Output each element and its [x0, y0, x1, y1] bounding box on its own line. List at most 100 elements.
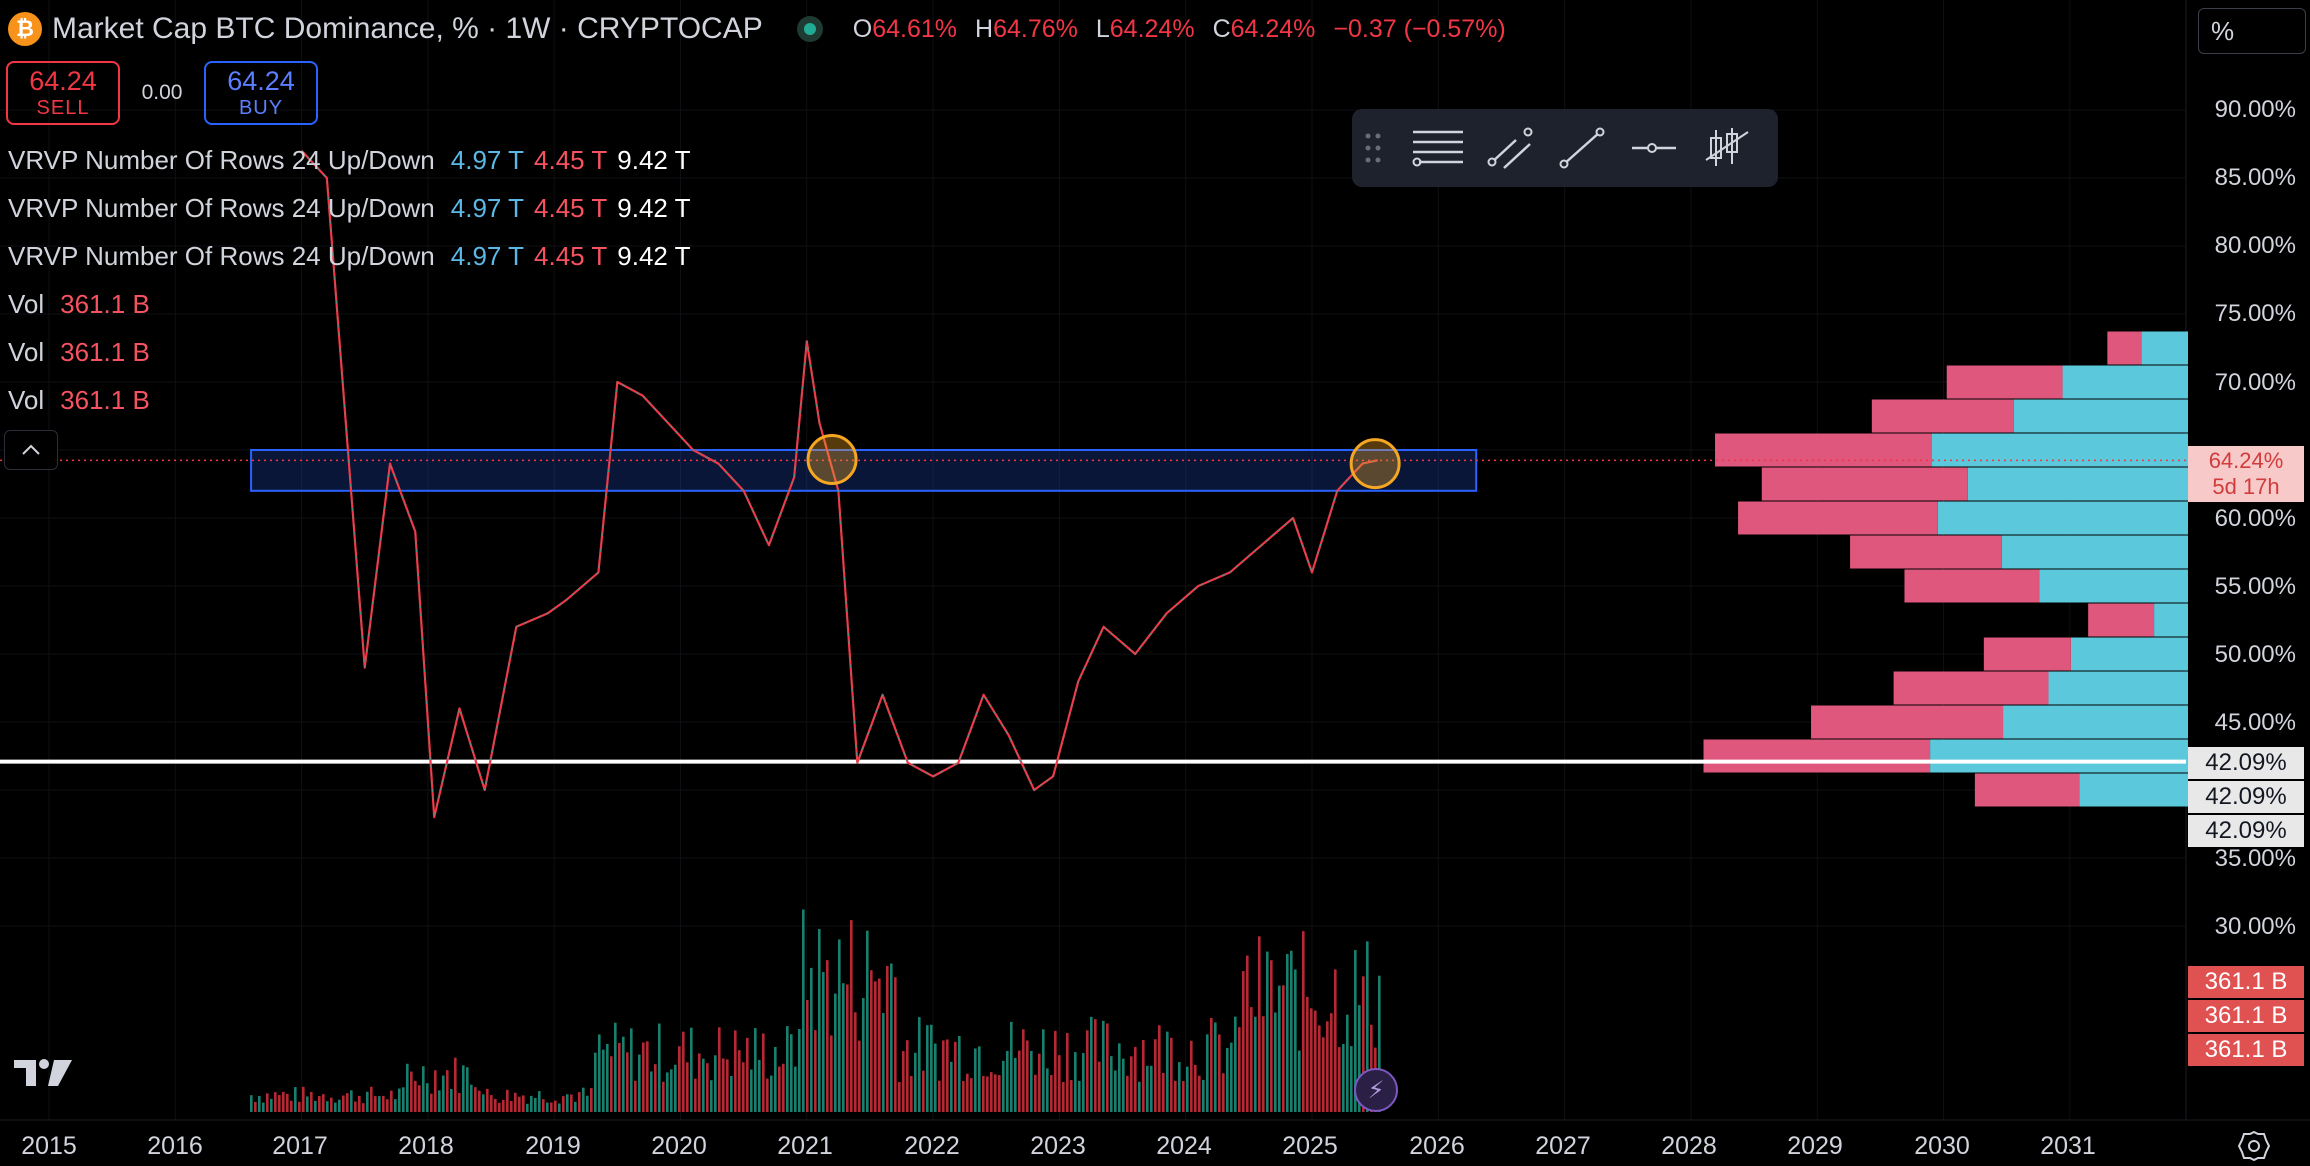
- volume-bar: [366, 1091, 369, 1112]
- collapse-legend-button[interactable]: [4, 430, 58, 470]
- volume-bar: [982, 1075, 985, 1112]
- volume-bar: [734, 1030, 737, 1112]
- volume-bar: [1266, 951, 1269, 1112]
- volume-bar: [282, 1091, 285, 1112]
- current-price-label: 64.24% 5d 17h: [2188, 446, 2304, 502]
- volume-bar: [854, 1012, 857, 1112]
- volume-bar: [262, 1102, 265, 1112]
- volume-bar: [758, 1059, 761, 1112]
- volume-bar: [682, 1031, 685, 1112]
- time-axis[interactable]: 2015 2016 2017 2018 2019 2020 2021 2022 …: [0, 1124, 2310, 1166]
- buy-button[interactable]: 64.24 BUY: [204, 61, 318, 125]
- volume-bar: [966, 1073, 969, 1112]
- volume-bar: [1338, 1047, 1341, 1112]
- volume-bar: [998, 1075, 1001, 1112]
- volume-bar: [506, 1089, 509, 1112]
- spread-value: 0.00: [141, 81, 183, 104]
- volume-bar: [886, 966, 889, 1112]
- volume-bar: [390, 1090, 393, 1112]
- volume-bar: [790, 1034, 793, 1112]
- volume-bar: [838, 939, 841, 1112]
- price-tick: 30.00%: [2214, 913, 2296, 940]
- sell-button[interactable]: 64.24 SELL: [6, 61, 120, 125]
- volume-bar: [402, 1087, 405, 1112]
- volume-bar: [518, 1096, 521, 1112]
- volume-bar: [354, 1101, 357, 1112]
- tradingview-logo-icon[interactable]: [12, 1056, 76, 1090]
- settings-gear-icon[interactable]: [2236, 1128, 2272, 1164]
- volume-bar: [378, 1096, 381, 1112]
- volume-bar: [850, 920, 853, 1112]
- volume-label: 361.1 B: [2188, 1034, 2304, 1066]
- volume-bar: [1242, 971, 1245, 1112]
- volume-bar: [546, 1102, 549, 1112]
- volume-bar: [1206, 1034, 1209, 1112]
- parallel-channel-tool[interactable]: [1474, 118, 1546, 178]
- legend-vol-2[interactable]: Vol 361.1 B: [8, 337, 160, 368]
- legend-vol-3[interactable]: Vol 361.1 B: [8, 385, 160, 416]
- volume-bar: [842, 983, 845, 1112]
- low-key: L: [1095, 14, 1110, 43]
- volume-bar: [786, 1026, 789, 1112]
- price-axis[interactable]: 90.00% 85.00% 80.00% 75.00% 70.00% 60.00…: [2186, 0, 2310, 1120]
- volume-bar: [1282, 985, 1285, 1112]
- volume-bar: [782, 1063, 785, 1112]
- volume-bar: [446, 1070, 449, 1112]
- candle-style-tool[interactable]: [1690, 118, 1762, 178]
- line-settings-tool[interactable]: [1402, 118, 1474, 178]
- volume-bar: [642, 1042, 645, 1112]
- volume-profile-down-bar: [1893, 671, 2049, 705]
- volume-bar: [1294, 969, 1297, 1112]
- volume-bar: [386, 1099, 389, 1112]
- volume-bar: [1042, 1029, 1045, 1112]
- volume-bar: [498, 1102, 501, 1112]
- trend-line-tool[interactable]: [1546, 118, 1618, 178]
- lightning-icon[interactable]: ⚡: [1354, 1068, 1398, 1112]
- volume-bar: [1106, 1023, 1109, 1112]
- volume-bar: [878, 978, 881, 1112]
- legend-vrvp-1[interactable]: VRVP Number Of Rows 24 Up/Down 4.97 T 4.45…: [8, 145, 701, 176]
- volume-bar: [898, 1081, 901, 1112]
- volume-bar: [902, 1051, 905, 1112]
- symbol-title[interactable]: Market Cap BTC Dominance, % · 1W · CRYPT…: [52, 12, 763, 45]
- volume-bar: [730, 1075, 733, 1112]
- volume-profile-up-bar: [2079, 773, 2188, 807]
- market-status-icon[interactable]: [796, 16, 823, 42]
- volume-bar: [470, 1084, 473, 1112]
- volume-bar: [1322, 1037, 1325, 1112]
- volume-bar: [538, 1091, 541, 1112]
- legend-vrvp-3[interactable]: VRVP Number Of Rows 24 Up/Down 4.97 T 4.45…: [8, 241, 701, 272]
- horizontal-line-label: 42.09%: [2188, 781, 2304, 813]
- volume-bar: [638, 1054, 641, 1112]
- volume-bar: [1310, 1008, 1313, 1112]
- volume-bar: [290, 1100, 293, 1112]
- volume-bar: [1378, 975, 1381, 1112]
- volume-bar: [1050, 1075, 1053, 1112]
- volume-bar: [1118, 1043, 1121, 1112]
- horizontal-ray-tool[interactable]: [1618, 118, 1690, 178]
- volume-bar: [346, 1093, 349, 1112]
- legend-vol-1[interactable]: Vol 361.1 B: [8, 289, 160, 320]
- volume-bar: [474, 1087, 477, 1112]
- volume-bar: [550, 1102, 553, 1112]
- volume-profile-down-bar: [1904, 569, 2040, 603]
- volume-bar: [250, 1095, 253, 1112]
- volume-bar: [1130, 1056, 1133, 1112]
- volume-bar: [374, 1096, 377, 1112]
- time-tick: 2018: [398, 1132, 454, 1160]
- volume-bar: [458, 1093, 461, 1112]
- volume-profile-down-bar: [1983, 637, 2071, 671]
- volume-bar: [794, 1066, 797, 1112]
- drag-handle-icon[interactable]: [1362, 130, 1384, 166]
- volume-bar: [1138, 1081, 1141, 1112]
- volume-bar: [1066, 1033, 1069, 1112]
- volume-bar: [1030, 1050, 1033, 1112]
- volume-bar: [738, 1050, 741, 1112]
- volume-bar: [1222, 1073, 1225, 1112]
- volume-profile-down-bar: [1703, 739, 1931, 773]
- unit-button[interactable]: %: [2198, 8, 2306, 54]
- volume-bar: [990, 1072, 993, 1112]
- legend-vrvp-2[interactable]: VRVP Number Of Rows 24 Up/Down 4.97 T 4.45…: [8, 193, 701, 224]
- volume-profile-up-bar: [2001, 535, 2188, 569]
